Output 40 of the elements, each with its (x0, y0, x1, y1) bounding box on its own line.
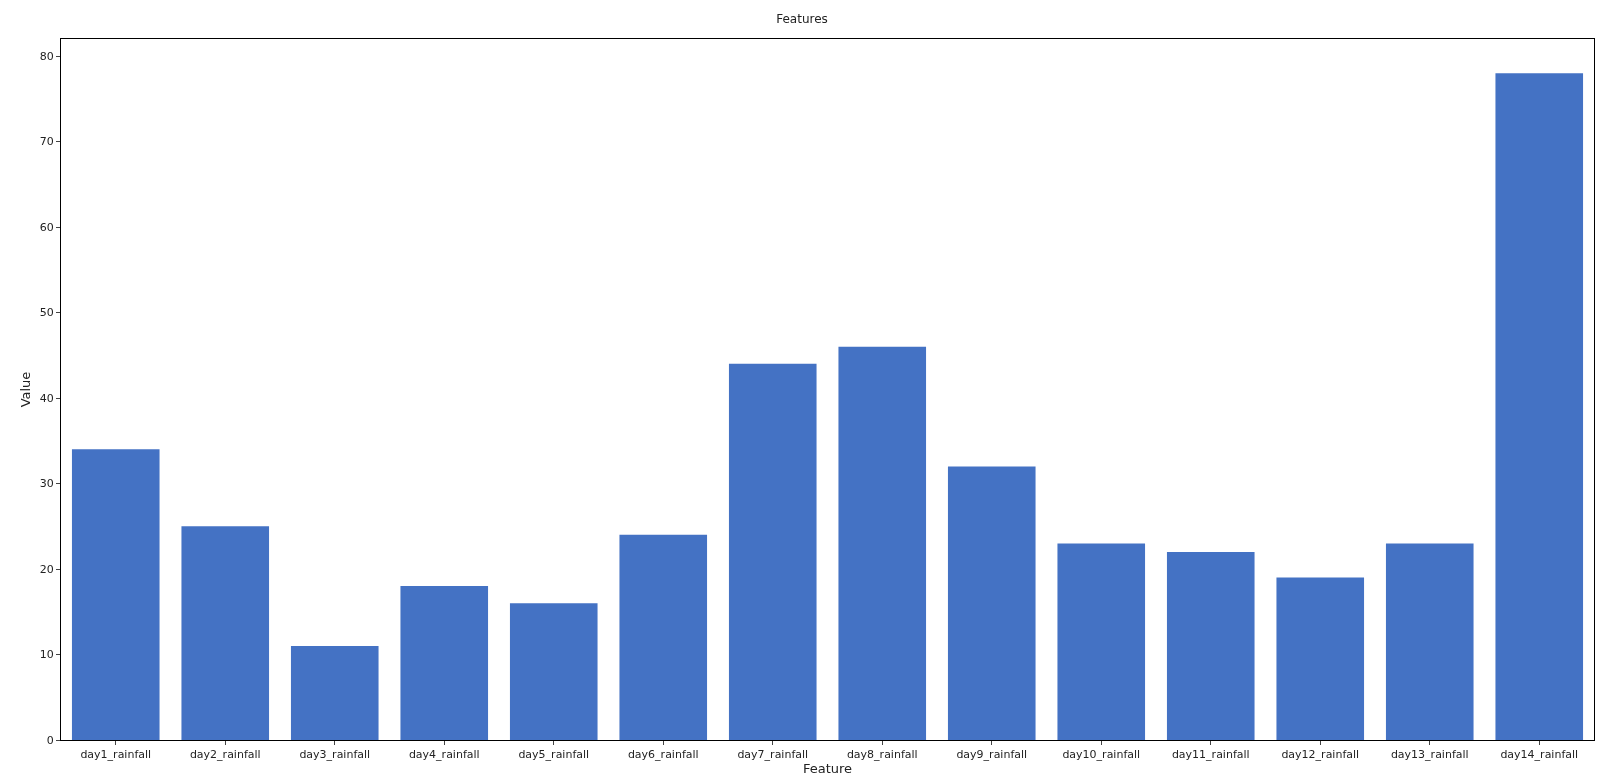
x-tick-label: day4_rainfall (408, 748, 480, 762)
bar (619, 534, 708, 740)
x-tick-label: day12_rainfall (1281, 748, 1360, 762)
bar (1385, 543, 1474, 740)
x-tick-label: day5_rainfall (518, 748, 590, 762)
y-tick-label: 50 (39, 306, 54, 320)
bar (400, 586, 489, 740)
x-tick-label: day14_rainfall (1500, 748, 1579, 762)
x-tick-label: day10_rainfall (1062, 748, 1141, 762)
bar (838, 346, 927, 740)
y-tick-label: 10 (39, 648, 54, 662)
y-tick-label: 40 (39, 391, 54, 405)
y-tick-label: 60 (39, 220, 54, 234)
bar (1276, 577, 1365, 740)
bar (947, 466, 1036, 740)
bar (728, 363, 817, 740)
bar (181, 526, 270, 740)
x-axis-title: Feature (802, 761, 853, 777)
x-tick-label: day2_rainfall (189, 748, 261, 762)
bar (1057, 543, 1146, 740)
x-tick-label: day7_rainfall (737, 748, 809, 762)
y-tick-label: 30 (39, 477, 54, 491)
y-tick-label: 80 (39, 49, 54, 63)
chart-title: Features (776, 12, 828, 27)
bar (509, 603, 598, 740)
x-tick-label: day13_rainfall (1390, 748, 1469, 762)
x-tick-label: day1_rainfall (80, 748, 152, 762)
bar (71, 449, 160, 740)
x-tick-label: day6_rainfall (627, 748, 699, 762)
bar (290, 645, 379, 740)
x-tick-label: day3_rainfall (299, 748, 371, 762)
bar (1166, 551, 1255, 740)
x-tick-label: day8_rainfall (846, 748, 918, 762)
y-tick-label: 0 (46, 733, 54, 747)
y-tick-label: 20 (39, 562, 54, 576)
bar (1495, 73, 1584, 740)
y-tick-label: 70 (39, 135, 54, 149)
y-axis-title: Value (17, 371, 33, 408)
x-tick-label: day9_rainfall (956, 748, 1028, 762)
x-tick-label: day11_rainfall (1171, 748, 1250, 762)
